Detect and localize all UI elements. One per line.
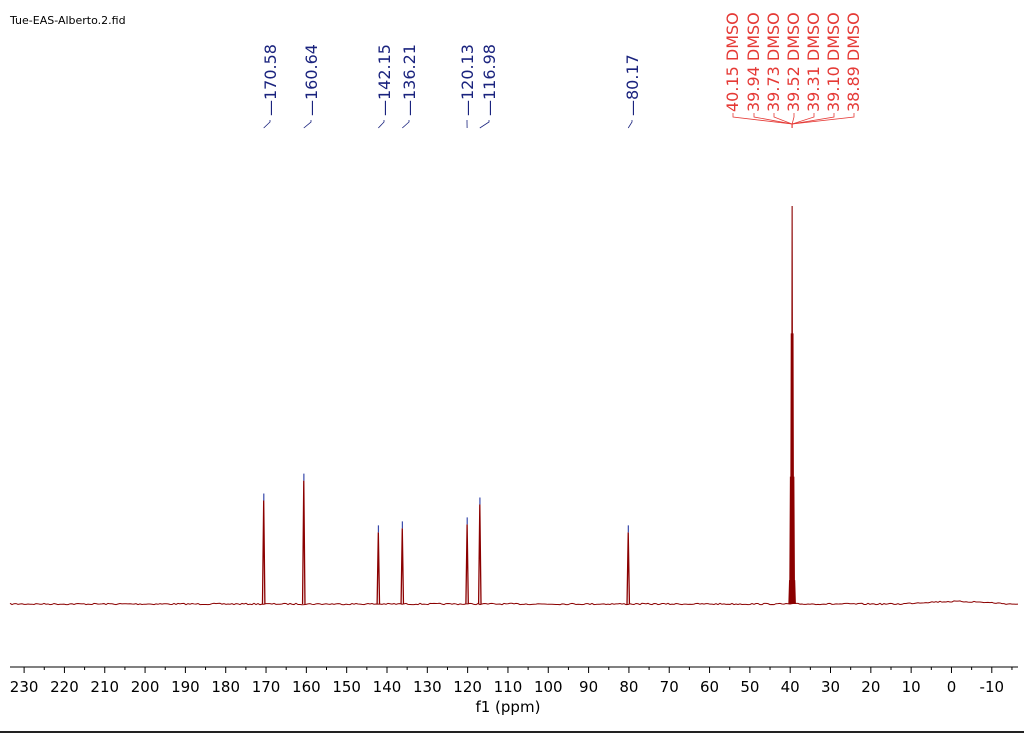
spectrum-peak xyxy=(465,524,469,605)
x-tick-label: 20 xyxy=(861,678,880,696)
peak-marker xyxy=(377,525,380,533)
x-tick-label: 190 xyxy=(171,678,200,696)
solvent-label-leader xyxy=(773,113,793,128)
x-axis-label: f1 (ppm) xyxy=(475,698,540,716)
x-tick-label: 150 xyxy=(332,678,361,696)
peak-label: —160.64 xyxy=(302,44,321,116)
x-tick-label: 120 xyxy=(453,678,482,696)
x-tick-label: 80 xyxy=(619,678,638,696)
x-tick-label: 0 xyxy=(947,678,957,696)
x-tick-label: -10 xyxy=(980,678,1005,696)
solvent-label-leader xyxy=(791,113,835,128)
peak-label: —142.15 xyxy=(375,44,394,116)
spectrum-peak xyxy=(261,500,266,605)
x-tick-label: 10 xyxy=(902,678,921,696)
x-tick-label: 200 xyxy=(131,678,160,696)
peak-label: —116.98 xyxy=(480,44,499,116)
peak-label: —136.21 xyxy=(400,44,419,116)
peak-label-leader xyxy=(378,120,385,129)
peak-marker xyxy=(401,521,403,529)
x-tick-label: 40 xyxy=(781,678,800,696)
spectrum-peak xyxy=(301,480,306,605)
peak-marker xyxy=(627,525,629,533)
peak-label-leader xyxy=(627,120,633,129)
solvent-peak-label: 39.52 DMSO xyxy=(784,12,803,112)
x-tick-label: 180 xyxy=(211,678,240,696)
peak-marker xyxy=(466,517,468,525)
x-tick-label: 210 xyxy=(90,678,119,696)
x-tick-label: 110 xyxy=(494,678,523,696)
x-tick-label: 160 xyxy=(292,678,321,696)
solvent-peak-label: 39.31 DMSO xyxy=(804,12,823,112)
solvent-peak-label: 39.73 DMSO xyxy=(764,12,783,112)
peak-label-leader xyxy=(303,120,312,129)
solvent-peak-label: 38.89 DMSO xyxy=(844,12,863,112)
x-tick-label: 100 xyxy=(534,678,563,696)
file-title: Tue-EAS-Alberto.2.fid xyxy=(10,14,126,27)
x-tick-label: 130 xyxy=(413,678,442,696)
solvent-peak-label: 39.10 DMSO xyxy=(824,12,843,112)
x-tick-label: 230 xyxy=(10,678,39,696)
bottom-rule xyxy=(0,731,1024,733)
spectrum-baseline xyxy=(9,600,1019,606)
peak-marker xyxy=(479,497,481,505)
spectrum-peak xyxy=(477,504,482,605)
peak-marker xyxy=(303,473,305,481)
x-tick-label: 70 xyxy=(660,678,679,696)
solvent-peak xyxy=(793,580,796,605)
peak-label: —120.13 xyxy=(458,44,477,116)
x-tick-label: 60 xyxy=(700,678,719,696)
peak-label: —170.58 xyxy=(261,44,280,116)
x-tick-label: 170 xyxy=(252,678,281,696)
x-tick-label: 90 xyxy=(579,678,598,696)
solvent-label-leader xyxy=(791,113,855,128)
x-tick-label: 30 xyxy=(821,678,840,696)
x-tick-label: 140 xyxy=(373,678,402,696)
peak-marker xyxy=(263,493,265,501)
solvent-peak-label: 39.94 DMSO xyxy=(744,12,763,112)
peak-label-leader xyxy=(263,120,271,129)
peak-label: —80.17 xyxy=(623,54,642,116)
spectrum-peak xyxy=(400,528,405,605)
peak-label-leader xyxy=(402,120,410,129)
spectrum-peak xyxy=(376,532,381,605)
spectrum-peak xyxy=(626,532,631,605)
peak-label-leader xyxy=(479,120,490,129)
solvent-peak xyxy=(792,476,796,605)
x-tick-label: 50 xyxy=(740,678,759,696)
solvent-peak-label: 40.15 DMSO xyxy=(723,12,742,112)
x-tick-label: 220 xyxy=(50,678,79,696)
